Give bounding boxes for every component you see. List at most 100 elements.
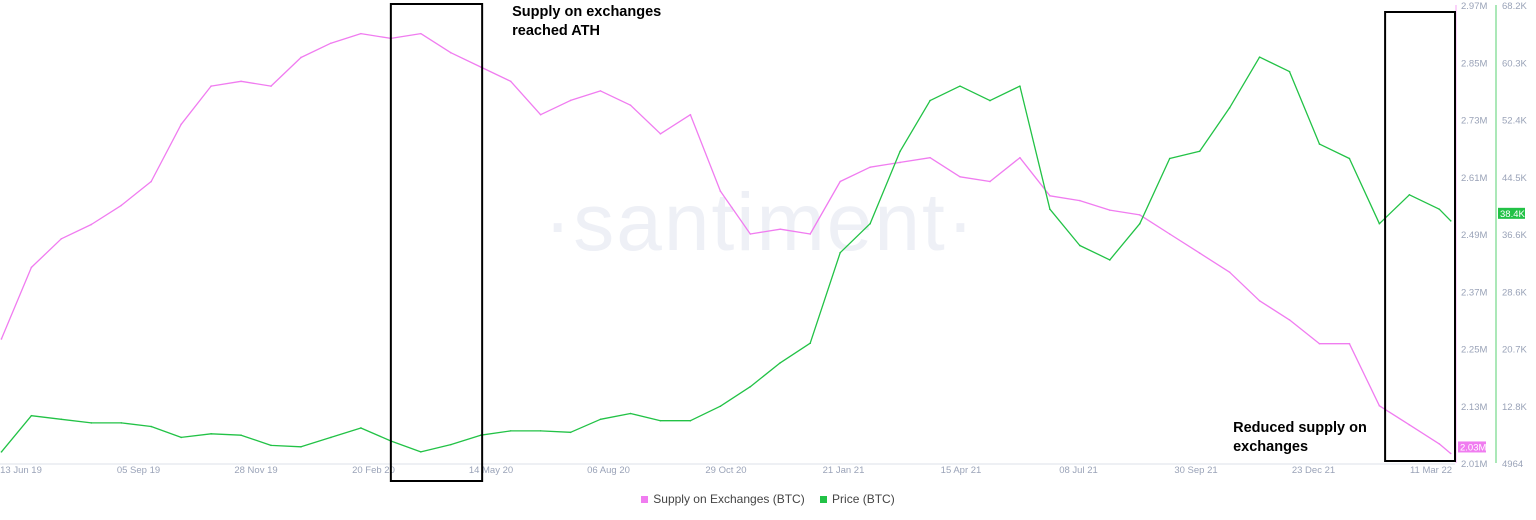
x-tick-label: 08 Jul 21 <box>1059 465 1098 476</box>
supply-data-point <box>749 233 752 235</box>
supply-data-point <box>809 233 812 235</box>
supply-axis-tick: 2.01M <box>1461 459 1487 470</box>
price-axis-tick: 28.6K <box>1502 287 1527 298</box>
price-data-point <box>360 427 362 429</box>
legend: Supply on Exchanges (BTC) Price (BTC) <box>0 492 1536 506</box>
supply-data-point <box>0 338 3 340</box>
price-data-point <box>1449 220 1452 222</box>
supply-series-line <box>0 32 1452 454</box>
supply-axis-tick: 2.85M <box>1461 58 1487 69</box>
price-data-point <box>330 436 332 439</box>
price-data-point <box>449 443 452 446</box>
price-current-badge <box>1498 207 1525 219</box>
price-data-point <box>60 418 63 421</box>
supply-data-point <box>1108 209 1111 211</box>
supply-data-point <box>599 90 602 92</box>
annotation-text: exchanges <box>1233 439 1308 455</box>
annotation-text: Reduced supply on <box>1233 420 1367 436</box>
supply-data-point <box>330 42 332 44</box>
price-data-point <box>1019 85 1021 87</box>
supply-data-point <box>1438 443 1441 445</box>
supply-data-point <box>1378 404 1381 407</box>
price-data-point <box>210 432 212 435</box>
supply-data-point <box>1049 195 1051 197</box>
supply-axis-tick: 2.37M <box>1461 287 1487 298</box>
price-data-point <box>300 446 302 448</box>
price-data-point <box>959 85 961 87</box>
price-data-point <box>869 222 871 225</box>
x-tick-label: 15 Apr 21 <box>941 465 982 476</box>
price-axis-tick: 52.4K <box>1502 116 1527 127</box>
supply-axis-tick: 2.73M <box>1461 116 1487 127</box>
price-axis-tick: 36.6K <box>1502 230 1527 241</box>
supply-data-point <box>1198 252 1201 254</box>
supply-data-point <box>150 180 153 183</box>
supply-data-point <box>1168 233 1171 235</box>
supply-data-point <box>449 51 452 54</box>
price-data-point <box>1168 157 1171 160</box>
supply-data-point <box>1449 452 1452 455</box>
supply-data-point <box>1258 299 1261 302</box>
price-data-point <box>1438 208 1441 211</box>
supply-current-badge <box>1458 441 1486 453</box>
price-axis-tick: 60.3K <box>1502 58 1527 69</box>
x-tick-label: 30 Sep 21 <box>1174 465 1217 476</box>
supply-axis-tick: 2.97M <box>1461 1 1487 12</box>
chart: ·santiment· 13 Jun 19 05 Sep 19 28 Nov 19 2… <box>0 1 1527 482</box>
x-tick-label: 29 Oct 20 <box>705 465 746 476</box>
price-axis-tick: 20.7K <box>1502 345 1527 356</box>
supply-data-point <box>509 80 512 83</box>
supply-data-point <box>300 56 302 59</box>
price-data-point <box>599 418 602 421</box>
supply-axis-tick: 2.49M <box>1461 230 1487 241</box>
supply-data-point <box>479 66 482 68</box>
watermark: ·santiment· <box>544 177 976 268</box>
price-data-point <box>1348 157 1351 160</box>
supply-data-point <box>1079 199 1081 202</box>
price-data-point <box>1228 107 1231 109</box>
supply-data-point <box>1318 342 1321 345</box>
price-data-point <box>150 425 153 428</box>
price-data-point <box>899 150 901 153</box>
supply-data-point <box>270 85 272 87</box>
annotation-text: Supply on exchanges <box>512 4 661 20</box>
price-data-point <box>120 422 123 424</box>
price-data-point <box>1198 150 1201 153</box>
legend-item-supply[interactable]: Supply on Exchanges (BTC) <box>641 492 805 506</box>
legend-label: Price (BTC) <box>832 492 895 506</box>
price-data-point <box>30 414 33 417</box>
price-data-point <box>509 430 512 432</box>
supply-data-point <box>1019 156 1021 159</box>
supply-data-point <box>629 104 632 106</box>
supply-axis-tick: 2.25M <box>1461 345 1487 356</box>
price-data-point <box>1378 222 1381 225</box>
x-tick-label: 05 Sep 19 <box>117 465 160 476</box>
supply-data-point <box>959 175 961 178</box>
supply-data-point <box>719 190 722 192</box>
annotation-box <box>389 3 484 482</box>
x-tick-label: 23 Dec 21 <box>1292 465 1335 476</box>
price-data-point <box>180 436 182 439</box>
supply-data-point <box>539 113 542 116</box>
supply-data-point <box>60 237 63 240</box>
legend-item-price[interactable]: Price (BTC) <box>820 492 895 506</box>
price-data-point <box>569 431 572 434</box>
price-data-point <box>1258 56 1261 58</box>
supply-data-point <box>1228 271 1231 273</box>
supply-data-point <box>1348 342 1351 345</box>
price-data-point <box>1079 244 1081 247</box>
price-data-point <box>539 430 542 432</box>
price-data-point <box>719 405 722 408</box>
supply-data-point <box>989 180 991 183</box>
supply-data-point <box>240 80 242 83</box>
supply-data-point <box>569 99 572 102</box>
x-tick-label: 21 Jan 21 <box>823 465 865 476</box>
supply-axis-tick: 2.61M <box>1461 173 1487 184</box>
price-axis-tick: 44.5K <box>1502 173 1527 184</box>
price-axis-tick: 12.8K <box>1502 402 1527 413</box>
price-data-point <box>779 361 782 364</box>
supply-data-point <box>659 133 662 135</box>
annotation-text: reached ATH <box>512 23 600 39</box>
price-axis-tick: 4964 <box>1502 459 1523 470</box>
